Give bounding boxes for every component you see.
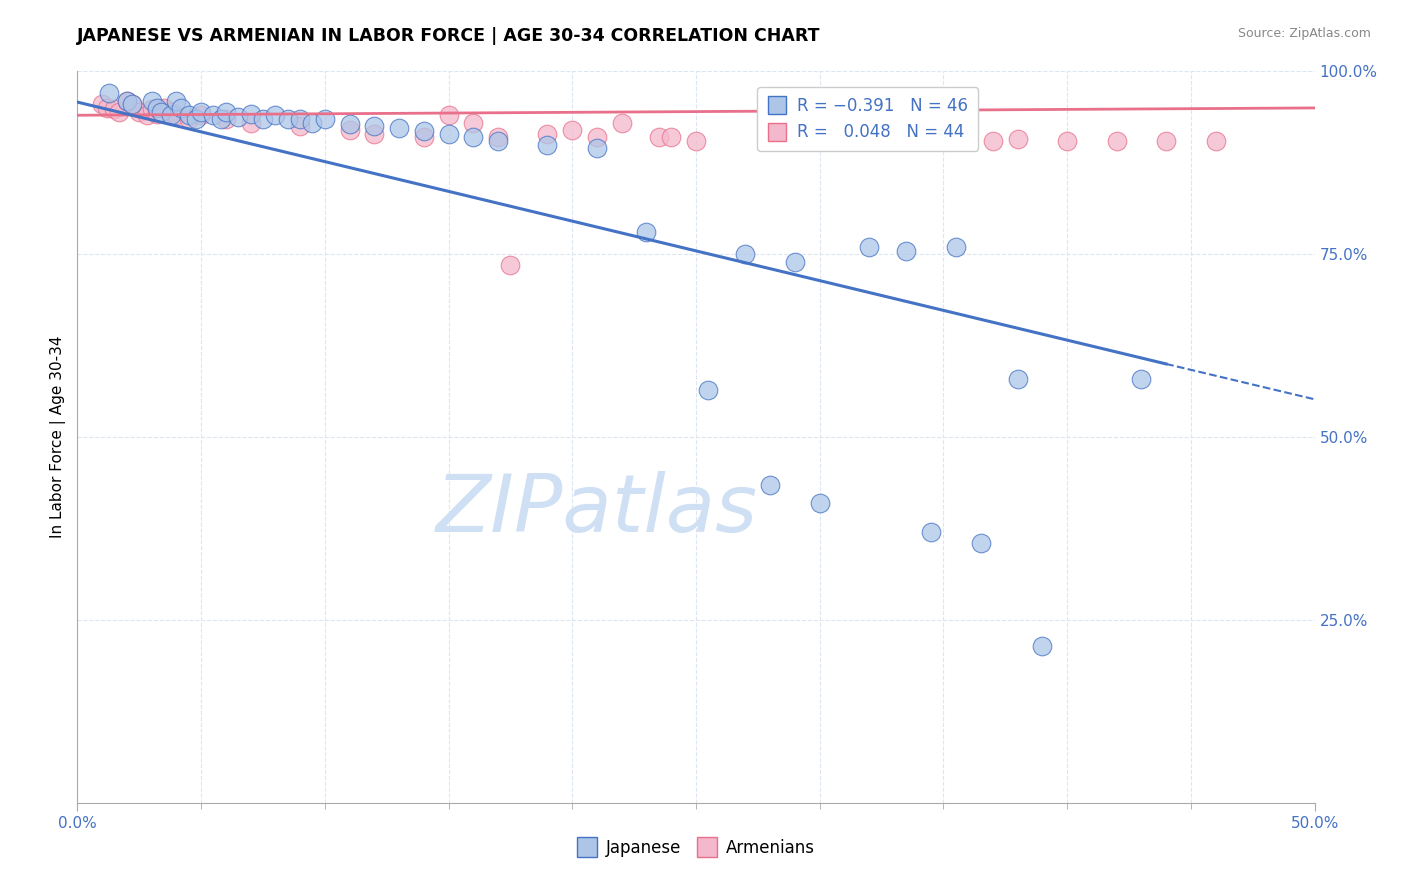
Point [1105,134,1128,148]
Point [463,130,485,145]
Point [190,108,212,122]
Point [586,130,609,145]
Point [1007,131,1029,145]
Point [388,121,411,136]
Point [783,130,806,145]
Point [1007,371,1029,385]
Point [121,97,143,112]
Text: JAPANESE VS ARMENIAN IN LABOR FORCE | AGE 30-34 CORRELATION CHART: JAPANESE VS ARMENIAN IN LABOR FORCE | AG… [77,27,821,45]
Point [264,108,287,122]
Point [301,115,323,129]
Point [536,137,558,152]
Point [115,94,138,108]
Point [339,117,361,131]
Point [91,97,114,112]
Point [202,108,225,122]
Point [1130,371,1153,385]
Point [141,103,163,117]
Point [103,103,125,117]
Point [160,104,183,119]
Point [412,130,434,145]
Legend: Japanese, Armenians: Japanese, Armenians [571,832,821,864]
Point [920,525,942,540]
Point [160,108,183,122]
Point [339,123,361,137]
Point [128,104,150,119]
Point [363,127,385,141]
Point [759,477,782,491]
Point [858,130,880,145]
Y-axis label: In Labor Force | Age 30-34: In Labor Force | Age 30-34 [51,335,66,539]
Point [165,94,187,108]
Point [150,104,173,119]
Point [1154,134,1177,148]
Point [636,225,658,239]
Point [1031,639,1053,653]
Point [499,258,522,272]
Point [239,115,262,129]
Point [135,108,157,122]
Point [536,127,558,141]
Point [170,101,193,115]
Point [783,254,806,268]
Point [858,240,880,254]
Point [209,112,232,126]
Point [734,247,756,261]
Point [165,108,187,122]
Point [648,130,671,145]
Point [1056,134,1078,148]
Point [190,104,212,119]
Point [141,94,163,108]
Point [363,119,385,133]
Point [759,130,782,145]
Point [463,115,485,129]
Point [437,108,460,122]
Point [288,119,311,133]
Point [215,112,238,126]
Point [808,496,831,510]
Point [96,101,118,115]
Point [121,97,143,112]
Point [177,112,200,126]
Point [981,134,1004,148]
Text: Source: ZipAtlas.com: Source: ZipAtlas.com [1237,27,1371,40]
Point [153,101,176,115]
Point [586,141,609,155]
Point [239,107,262,121]
Point [108,104,131,119]
Point [486,134,509,148]
Point [659,130,682,145]
Point [437,127,460,141]
Point [685,134,707,148]
Point [561,123,583,137]
Point [610,115,633,129]
Point [177,108,200,122]
Point [288,112,311,126]
Point [896,244,918,258]
Point [834,134,856,148]
Point [145,101,167,115]
Point [314,112,336,126]
Point [1205,134,1227,148]
Point [697,383,720,397]
Point [215,104,238,119]
Point [145,107,167,121]
Point [412,124,434,138]
Point [98,87,121,101]
Point [945,240,967,254]
Point [969,536,991,550]
Point [184,112,207,126]
Point [277,112,299,126]
Point [907,134,929,148]
Point [932,131,955,145]
Point [115,94,138,108]
Point [252,112,274,126]
Point [226,110,249,124]
Point [486,130,509,145]
Text: ZIPatlas: ZIPatlas [436,471,758,549]
